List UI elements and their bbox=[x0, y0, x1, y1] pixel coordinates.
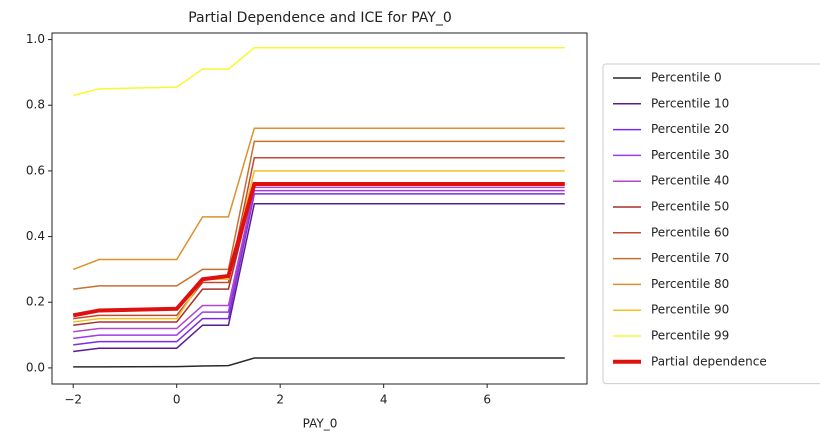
x-tick-label: 6 bbox=[483, 393, 491, 407]
legend-label: Percentile 0 bbox=[651, 71, 722, 85]
series-line bbox=[73, 183, 565, 326]
legend-label: Percentile 90 bbox=[651, 303, 729, 317]
legend-label: Percentile 40 bbox=[651, 174, 729, 188]
series-line bbox=[73, 47, 565, 97]
legend-label: Percentile 50 bbox=[651, 200, 729, 214]
series-line bbox=[73, 140, 565, 290]
x-tick-label: −2 bbox=[64, 393, 82, 407]
y-tick-label: 0.4 bbox=[26, 229, 45, 243]
series-line bbox=[73, 157, 565, 320]
plot-frame bbox=[51, 32, 588, 385]
series-line bbox=[73, 189, 565, 340]
legend-label: Percentile 20 bbox=[651, 122, 729, 136]
y-tick-label: 0.2 bbox=[26, 295, 45, 309]
legend-label: Percentile 10 bbox=[651, 96, 729, 110]
legend-label: Percentile 99 bbox=[651, 329, 729, 343]
y-tick-label: 0.6 bbox=[26, 163, 45, 177]
x-tick-label: 4 bbox=[380, 393, 388, 407]
chart-title: Partial Dependence and ICE for PAY_0 bbox=[188, 10, 452, 26]
legend-label: Percentile 80 bbox=[651, 277, 729, 291]
legend-box bbox=[602, 63, 820, 385]
x-axis-label: PAY_0 bbox=[303, 417, 338, 431]
y-tick-label: 1.0 bbox=[26, 32, 45, 46]
y-tick-label: 0.0 bbox=[26, 360, 45, 374]
series-line bbox=[73, 357, 565, 368]
legend-label: Percentile 30 bbox=[651, 148, 729, 162]
series-line bbox=[72, 182, 565, 318]
series-line bbox=[73, 202, 565, 353]
series-line bbox=[72, 127, 565, 271]
y-tick-label: 0.8 bbox=[26, 98, 45, 112]
x-tick-label: 0 bbox=[173, 393, 181, 407]
x-tick-label: 2 bbox=[276, 393, 284, 407]
legend-label: Percentile 60 bbox=[651, 225, 729, 239]
legend-label: Partial dependence bbox=[651, 354, 767, 368]
legend-label: Percentile 70 bbox=[651, 251, 729, 265]
